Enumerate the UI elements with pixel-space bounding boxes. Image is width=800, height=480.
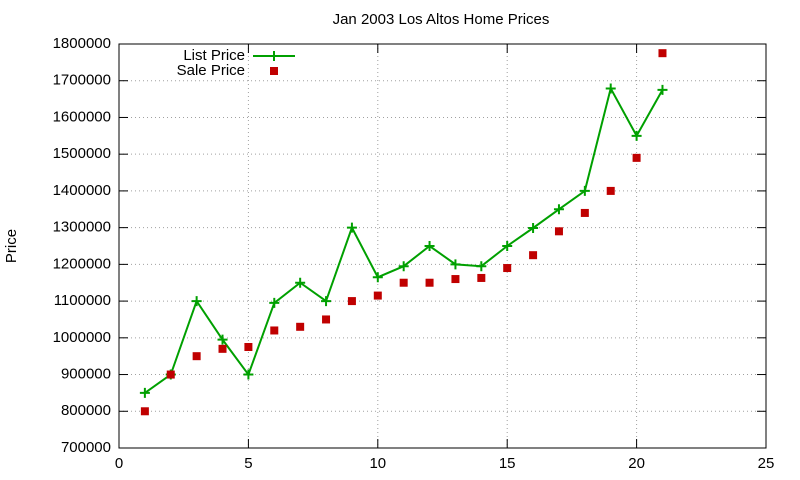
point-marker	[166, 370, 175, 379]
x-tick-label: 15	[499, 455, 516, 472]
x-tick-label: 25	[758, 455, 775, 472]
x-tick-label: 20	[628, 455, 645, 472]
point-marker	[529, 251, 538, 260]
point-marker	[321, 296, 332, 307]
point-marker	[139, 387, 150, 398]
y-tick-label: 1600000	[53, 108, 111, 125]
point-marker	[243, 369, 254, 380]
y-tick-label: 1300000	[53, 219, 111, 236]
point-marker	[476, 261, 487, 272]
point-marker	[553, 204, 564, 215]
y-tick-label: 1200000	[53, 255, 111, 272]
point-marker	[372, 272, 383, 283]
point-marker	[218, 344, 227, 353]
point-marker	[528, 223, 539, 234]
point-marker	[658, 49, 667, 58]
legend-label: Sale Price	[177, 62, 245, 79]
y-tick-label: 1800000	[53, 35, 111, 52]
point-marker	[425, 278, 434, 287]
point-marker	[554, 227, 563, 236]
y-tick-label: 1500000	[53, 145, 111, 162]
x-tick-label: 10	[369, 455, 386, 472]
point-marker	[270, 326, 279, 335]
point-marker	[244, 343, 253, 351]
point-marker	[217, 334, 228, 345]
x-tick-label: 0	[115, 455, 123, 472]
point-marker	[632, 153, 641, 162]
point-marker	[657, 84, 668, 95]
point-marker	[296, 322, 305, 331]
point-marker	[424, 241, 435, 251]
point-marker	[477, 273, 486, 282]
point-marker	[399, 278, 408, 287]
point-marker	[347, 297, 356, 306]
y-tick-label: 700000	[61, 439, 111, 456]
point-marker	[606, 186, 615, 195]
legend-swatch	[269, 51, 279, 61]
point-marker	[398, 261, 409, 272]
point-marker	[140, 407, 149, 416]
y-tick-label: 1000000	[53, 329, 111, 346]
y-tick-label: 800000	[61, 402, 111, 419]
point-marker	[192, 352, 201, 361]
point-marker	[502, 241, 513, 251]
legend-label: List Price	[183, 47, 245, 64]
point-marker	[450, 259, 461, 270]
y-tick-label: 1400000	[53, 182, 111, 199]
point-marker	[295, 277, 306, 288]
chart-title: Jan 2003 Los Altos Home Prices	[333, 11, 550, 28]
y-tick-label: 900000	[61, 366, 111, 383]
x-tick-label: 5	[244, 455, 252, 472]
point-marker	[605, 83, 616, 94]
point-marker	[503, 264, 512, 273]
y-tick-label: 1100000	[54, 292, 111, 309]
point-marker	[269, 297, 280, 308]
point-marker	[322, 315, 331, 324]
y-axis-label: Price	[3, 229, 20, 263]
point-marker	[579, 185, 590, 196]
point-marker	[346, 222, 357, 233]
legend-swatch	[270, 67, 278, 75]
point-marker	[191, 296, 202, 307]
point-marker	[580, 208, 589, 217]
point-marker	[631, 130, 642, 141]
point-marker	[451, 275, 460, 284]
y-tick-label: 1700000	[53, 72, 111, 89]
plot-border	[118, 43, 767, 449]
point-marker	[373, 291, 382, 300]
